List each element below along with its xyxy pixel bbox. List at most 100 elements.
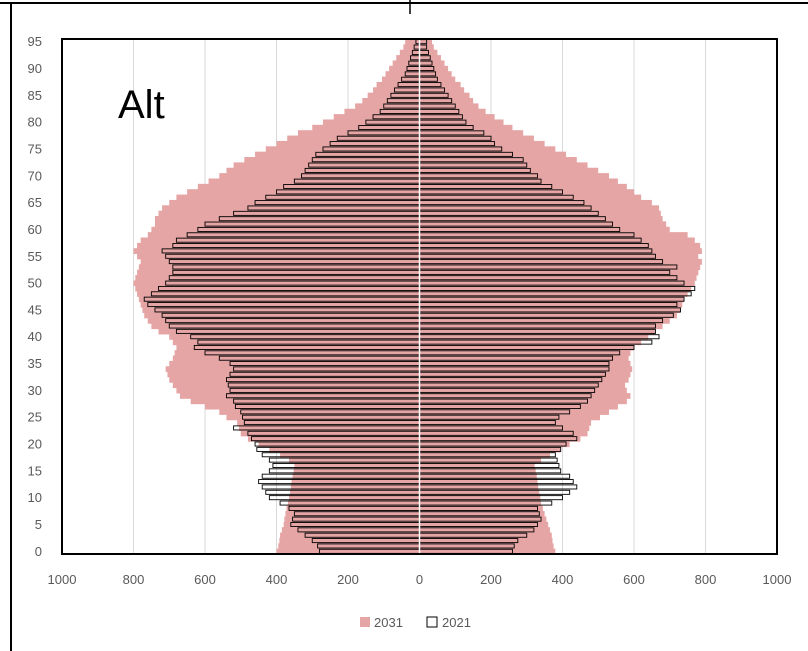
bar-2031-age-8 [286, 505, 543, 512]
bar-2031-age-62 [154, 216, 663, 222]
bar-2031-age-30 [176, 387, 627, 394]
bar-2031-age-16 [294, 462, 535, 469]
bar-2031-age-60 [151, 226, 670, 233]
y-tick-label-10: 10 [28, 490, 42, 505]
bar-2031-age-35 [169, 360, 631, 367]
y-tick-label-95: 95 [28, 34, 42, 49]
bar-2031-age-77 [287, 135, 534, 142]
bar-2031-age-50 [133, 280, 695, 287]
bar-2031-age-5 [283, 521, 549, 528]
bar-2031-age-76 [276, 140, 545, 147]
bar-2031-age-12 [290, 484, 539, 491]
y-tick-label-40: 40 [28, 329, 42, 344]
bar-2031-age-81 [333, 114, 495, 120]
bar-2031-age-91 [392, 60, 445, 67]
bar-2031-age-0 [276, 548, 556, 555]
bar-2031-age-22 [240, 430, 588, 437]
legend-swatch-2031 [360, 617, 370, 627]
legend: 2031 2021 [360, 615, 471, 630]
legend-label-2031: 2031 [374, 615, 403, 630]
bar-2031-age-19 [269, 446, 561, 453]
bar-2031-age-26 [219, 409, 609, 415]
bar-2031-age-51 [135, 275, 697, 281]
bar-2031-age-89 [385, 71, 452, 77]
bar-2031-age-33 [167, 371, 631, 378]
bar-2031-age-25 [226, 414, 601, 421]
x-tick-label-8: 600 [623, 572, 645, 587]
bar-2031-age-52 [137, 269, 699, 276]
y-tick-label-90: 90 [28, 61, 42, 76]
bar-2031-age-6 [284, 516, 547, 523]
x-tick-label-9: 800 [695, 572, 717, 587]
bar-2031-age-59 [147, 232, 688, 238]
bar-2031-age-23 [238, 425, 590, 432]
bar-2031-age-87 [376, 81, 461, 88]
x-tick-label-1: 800 [123, 572, 145, 587]
bar-2031-age-80 [322, 119, 504, 126]
bar-2031-age-31 [172, 382, 626, 389]
y-tick-label-85: 85 [28, 88, 42, 103]
bar-2031-age-65 [169, 199, 652, 206]
bar-2031-age-15 [293, 468, 536, 474]
bar-2031-age-73 [244, 157, 577, 163]
bar-2031-age-88 [381, 76, 456, 83]
bar-2031-age-47 [138, 296, 685, 303]
bar-2031-age-90 [389, 65, 449, 72]
bar-2031-age-45 [142, 307, 681, 313]
bar-2031-age-13 [291, 478, 538, 485]
y-tick-label-70: 70 [28, 168, 42, 183]
x-tick-label-6: 200 [480, 572, 502, 587]
bar-2031-age-78 [297, 130, 524, 136]
y-tick-label-5: 5 [35, 517, 42, 532]
bar-2031-age-57 [137, 242, 701, 249]
bar-2031-age-49 [135, 285, 692, 292]
bar-2031-age-42 [151, 323, 663, 330]
bar-2031-age-92 [396, 55, 441, 61]
bar-2031-age-1 [278, 543, 554, 550]
bar-2031-age-40 [169, 334, 649, 340]
bar-2031-age-70 [219, 173, 609, 179]
x-tick-label-4: 200 [337, 572, 359, 587]
y-tick-label-60: 60 [28, 222, 42, 237]
bar-2031-age-95 [405, 39, 433, 45]
bar-2031-age-86 [373, 87, 465, 94]
panel-label: Alt [118, 83, 165, 127]
y-tick-label-30: 30 [28, 383, 42, 398]
bar-2031-age-3 [280, 532, 552, 539]
bar-2031-age-58 [140, 237, 695, 244]
bar-2031-age-9 [287, 500, 542, 507]
bar-2031-age-4 [281, 527, 550, 533]
y-tick-label-0: 0 [35, 544, 42, 559]
y-axis-tick-labels: 0 5 10 15 20 25 30 35 40 45 50 55 60 65 70 75 80 85 90 95 [28, 34, 42, 559]
bar-2031-age-20 [258, 441, 570, 448]
bar-2031-age-28 [190, 398, 627, 405]
x-tick-label-0: 1000 [48, 572, 77, 587]
y-tick-label-65: 65 [28, 195, 42, 210]
x-tick-label-2: 600 [194, 572, 216, 587]
bar-2031-age-36 [172, 355, 629, 362]
bar-2031-age-93 [399, 49, 438, 56]
y-tick-label-35: 35 [28, 356, 42, 371]
legend-swatch-2021 [426, 616, 438, 628]
bar-2031-age-24 [237, 419, 592, 426]
y-tick-label-80: 80 [28, 115, 42, 130]
bar-2031-age-72 [233, 162, 588, 169]
bar-2031-age-82 [344, 108, 486, 115]
bar-2031-age-18 [280, 452, 550, 458]
x-tick-label-3: 400 [266, 572, 288, 587]
y-tick-label-45: 45 [28, 302, 42, 317]
plot-area-border [61, 38, 778, 555]
bar-2031-age-34 [165, 366, 633, 373]
bar-2031-age-14 [292, 473, 537, 480]
bar-2031-age-68 [197, 183, 627, 190]
bar-2031-age-7 [285, 511, 545, 517]
bar-2031-age-39 [172, 339, 642, 346]
x-tick-label-5: 0 [416, 572, 423, 587]
bar-2031-age-21 [247, 435, 581, 442]
bar-2031-age-85 [367, 92, 470, 99]
bar-2031-age-84 [362, 98, 474, 104]
bar-2031-age-64 [162, 205, 660, 212]
bar-2031-age-29 [179, 393, 631, 399]
